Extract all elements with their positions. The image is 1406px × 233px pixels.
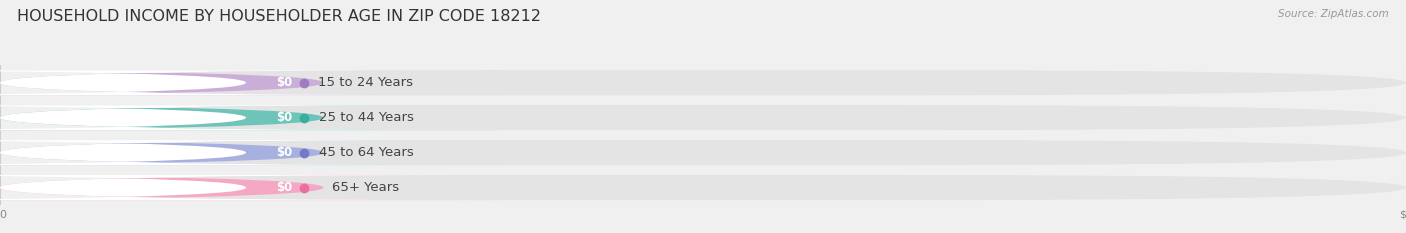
FancyBboxPatch shape [0, 175, 1406, 200]
Text: $0: $0 [277, 111, 292, 124]
FancyBboxPatch shape [0, 175, 506, 200]
FancyBboxPatch shape [0, 140, 506, 165]
Text: $0: $0 [277, 181, 292, 194]
Text: 15 to 24 Years: 15 to 24 Years [319, 76, 413, 89]
Text: $0: $0 [277, 146, 292, 159]
Text: 65+ Years: 65+ Years [332, 181, 399, 194]
FancyBboxPatch shape [0, 140, 506, 165]
FancyBboxPatch shape [0, 105, 506, 130]
FancyBboxPatch shape [0, 70, 506, 95]
Text: HOUSEHOLD INCOME BY HOUSEHOLDER AGE IN ZIP CODE 18212: HOUSEHOLD INCOME BY HOUSEHOLDER AGE IN Z… [17, 9, 541, 24]
FancyBboxPatch shape [0, 140, 1406, 165]
FancyBboxPatch shape [0, 175, 506, 200]
FancyBboxPatch shape [0, 70, 1406, 95]
FancyBboxPatch shape [0, 105, 506, 130]
FancyBboxPatch shape [0, 140, 506, 165]
Text: $0: $0 [277, 76, 292, 89]
FancyBboxPatch shape [0, 175, 506, 200]
Text: Source: ZipAtlas.com: Source: ZipAtlas.com [1278, 9, 1389, 19]
FancyBboxPatch shape [0, 105, 506, 130]
Text: 25 to 44 Years: 25 to 44 Years [319, 111, 413, 124]
FancyBboxPatch shape [0, 70, 506, 95]
FancyBboxPatch shape [0, 70, 506, 95]
FancyBboxPatch shape [0, 105, 1406, 130]
Text: 45 to 64 Years: 45 to 64 Years [319, 146, 413, 159]
